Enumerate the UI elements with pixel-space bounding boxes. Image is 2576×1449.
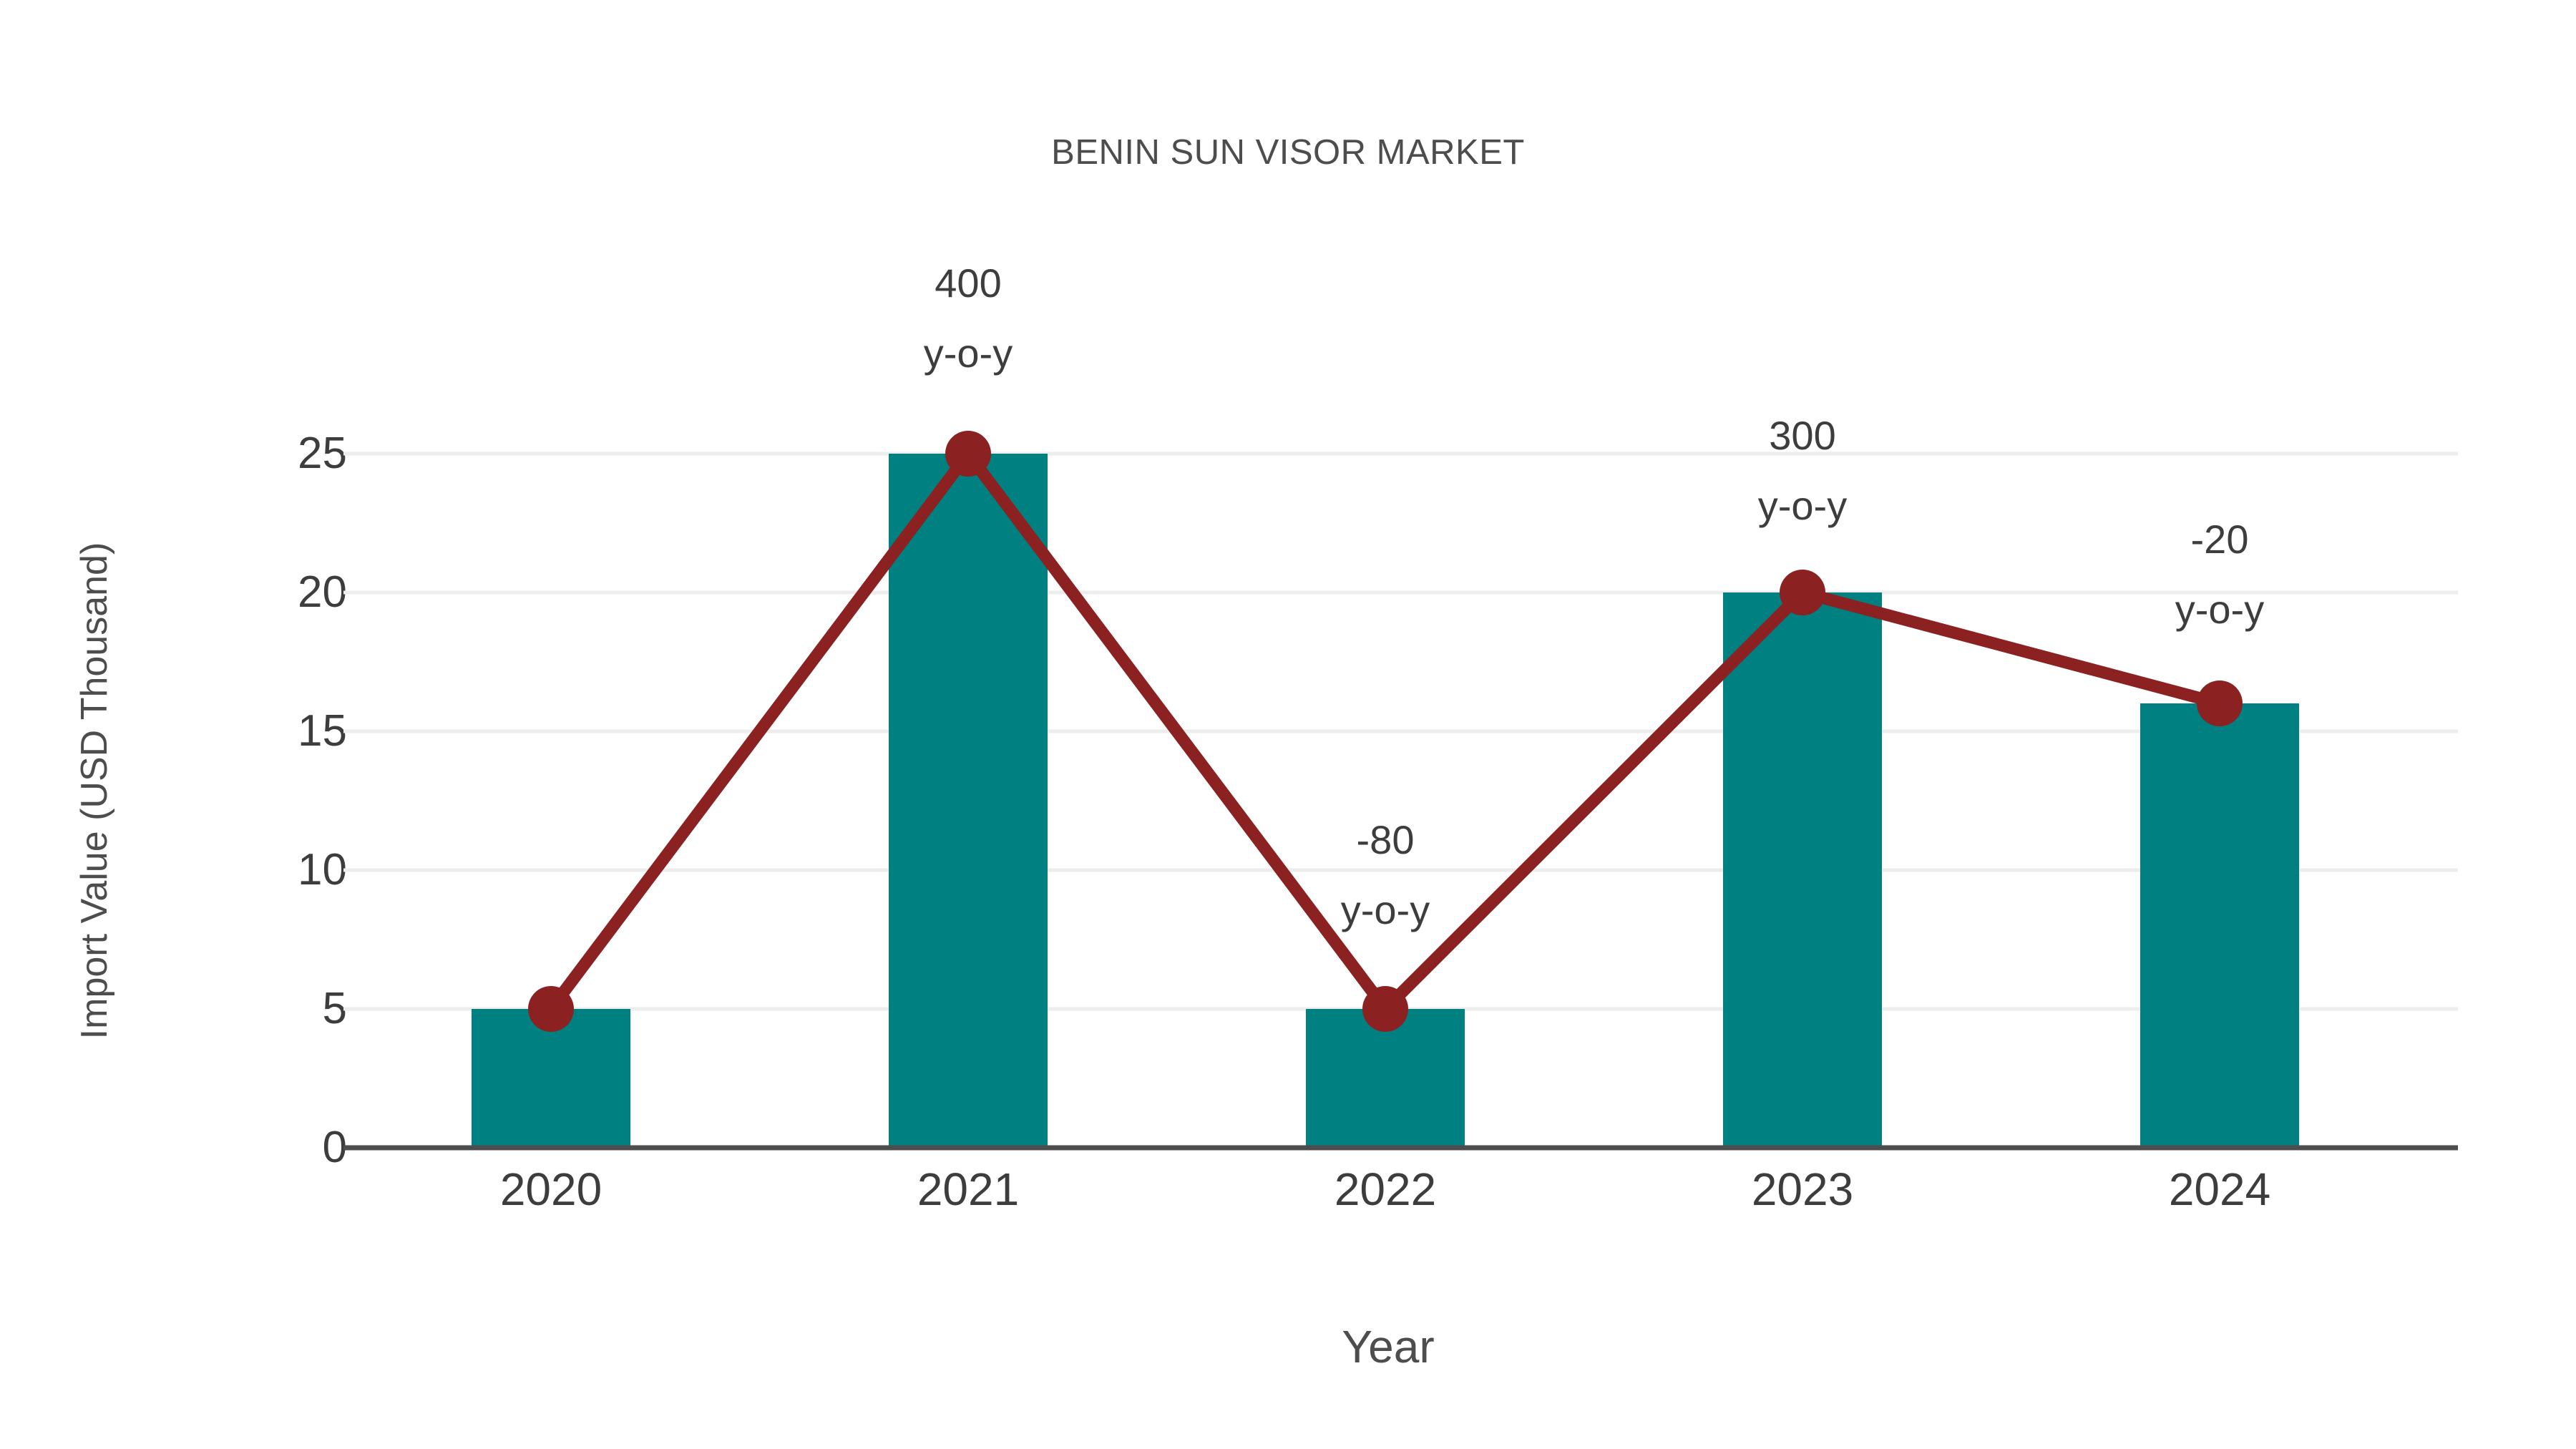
annotation-2022-suffix: y-o-y <box>1340 887 1430 932</box>
annotation-2021-suffix: y-o-y <box>923 331 1013 376</box>
x-tick-label-2024: 2024 <box>2168 1163 2271 1215</box>
marker-2024[interactable] <box>2197 680 2243 726</box>
y-tick-label-25: 25 <box>298 429 347 478</box>
bar-2023[interactable] <box>1723 592 1882 1148</box>
annotation-2023: 300 y-o-y <box>1652 401 1953 541</box>
annotation-2023-suffix: y-o-y <box>1757 483 1848 528</box>
marker-2023[interactable] <box>1780 570 1825 615</box>
y-tick-label-10: 10 <box>298 845 347 894</box>
x-tick-label-2023: 2023 <box>1751 1163 1854 1215</box>
annotation-2023-value: 300 <box>1769 413 1836 458</box>
y-tick-label-0: 0 <box>322 1123 347 1172</box>
annotation-2024-value: -20 <box>2190 517 2249 562</box>
y-tick-label-5: 5 <box>322 984 347 1033</box>
annotation-2024: -20 y-o-y <box>2069 504 2370 645</box>
annotation-2022: -80 y-o-y <box>1235 805 1536 945</box>
x-tick-label-2022: 2022 <box>1334 1163 1437 1215</box>
annotation-2024-suffix: y-o-y <box>2175 587 2265 632</box>
annotation-2022-value: -80 <box>1356 817 1415 862</box>
y-tick-label-20: 20 <box>298 567 347 617</box>
bar-2024[interactable] <box>2140 703 2299 1148</box>
marker-2020[interactable] <box>528 986 574 1032</box>
bar-2021[interactable] <box>889 454 1048 1148</box>
annotation-2021: 400 y-o-y <box>818 248 1118 389</box>
x-tick-label-2021: 2021 <box>917 1163 1020 1215</box>
marker-2022[interactable] <box>1362 986 1408 1032</box>
bar-2020[interactable] <box>472 1009 630 1148</box>
chart-title: BENIN SUN VISOR MARKET <box>1051 133 1525 172</box>
y-tick-label-15: 15 <box>298 706 347 756</box>
marker-2021[interactable] <box>945 431 991 477</box>
annotation-2021-value: 400 <box>935 260 1002 306</box>
bar-2022[interactable] <box>1306 1009 1465 1148</box>
yoy-markers <box>528 431 2243 1032</box>
x-tick-label-2020: 2020 <box>499 1163 602 1215</box>
x-axis-title: Year <box>1342 1321 1435 1372</box>
bar-series <box>472 454 2299 1148</box>
